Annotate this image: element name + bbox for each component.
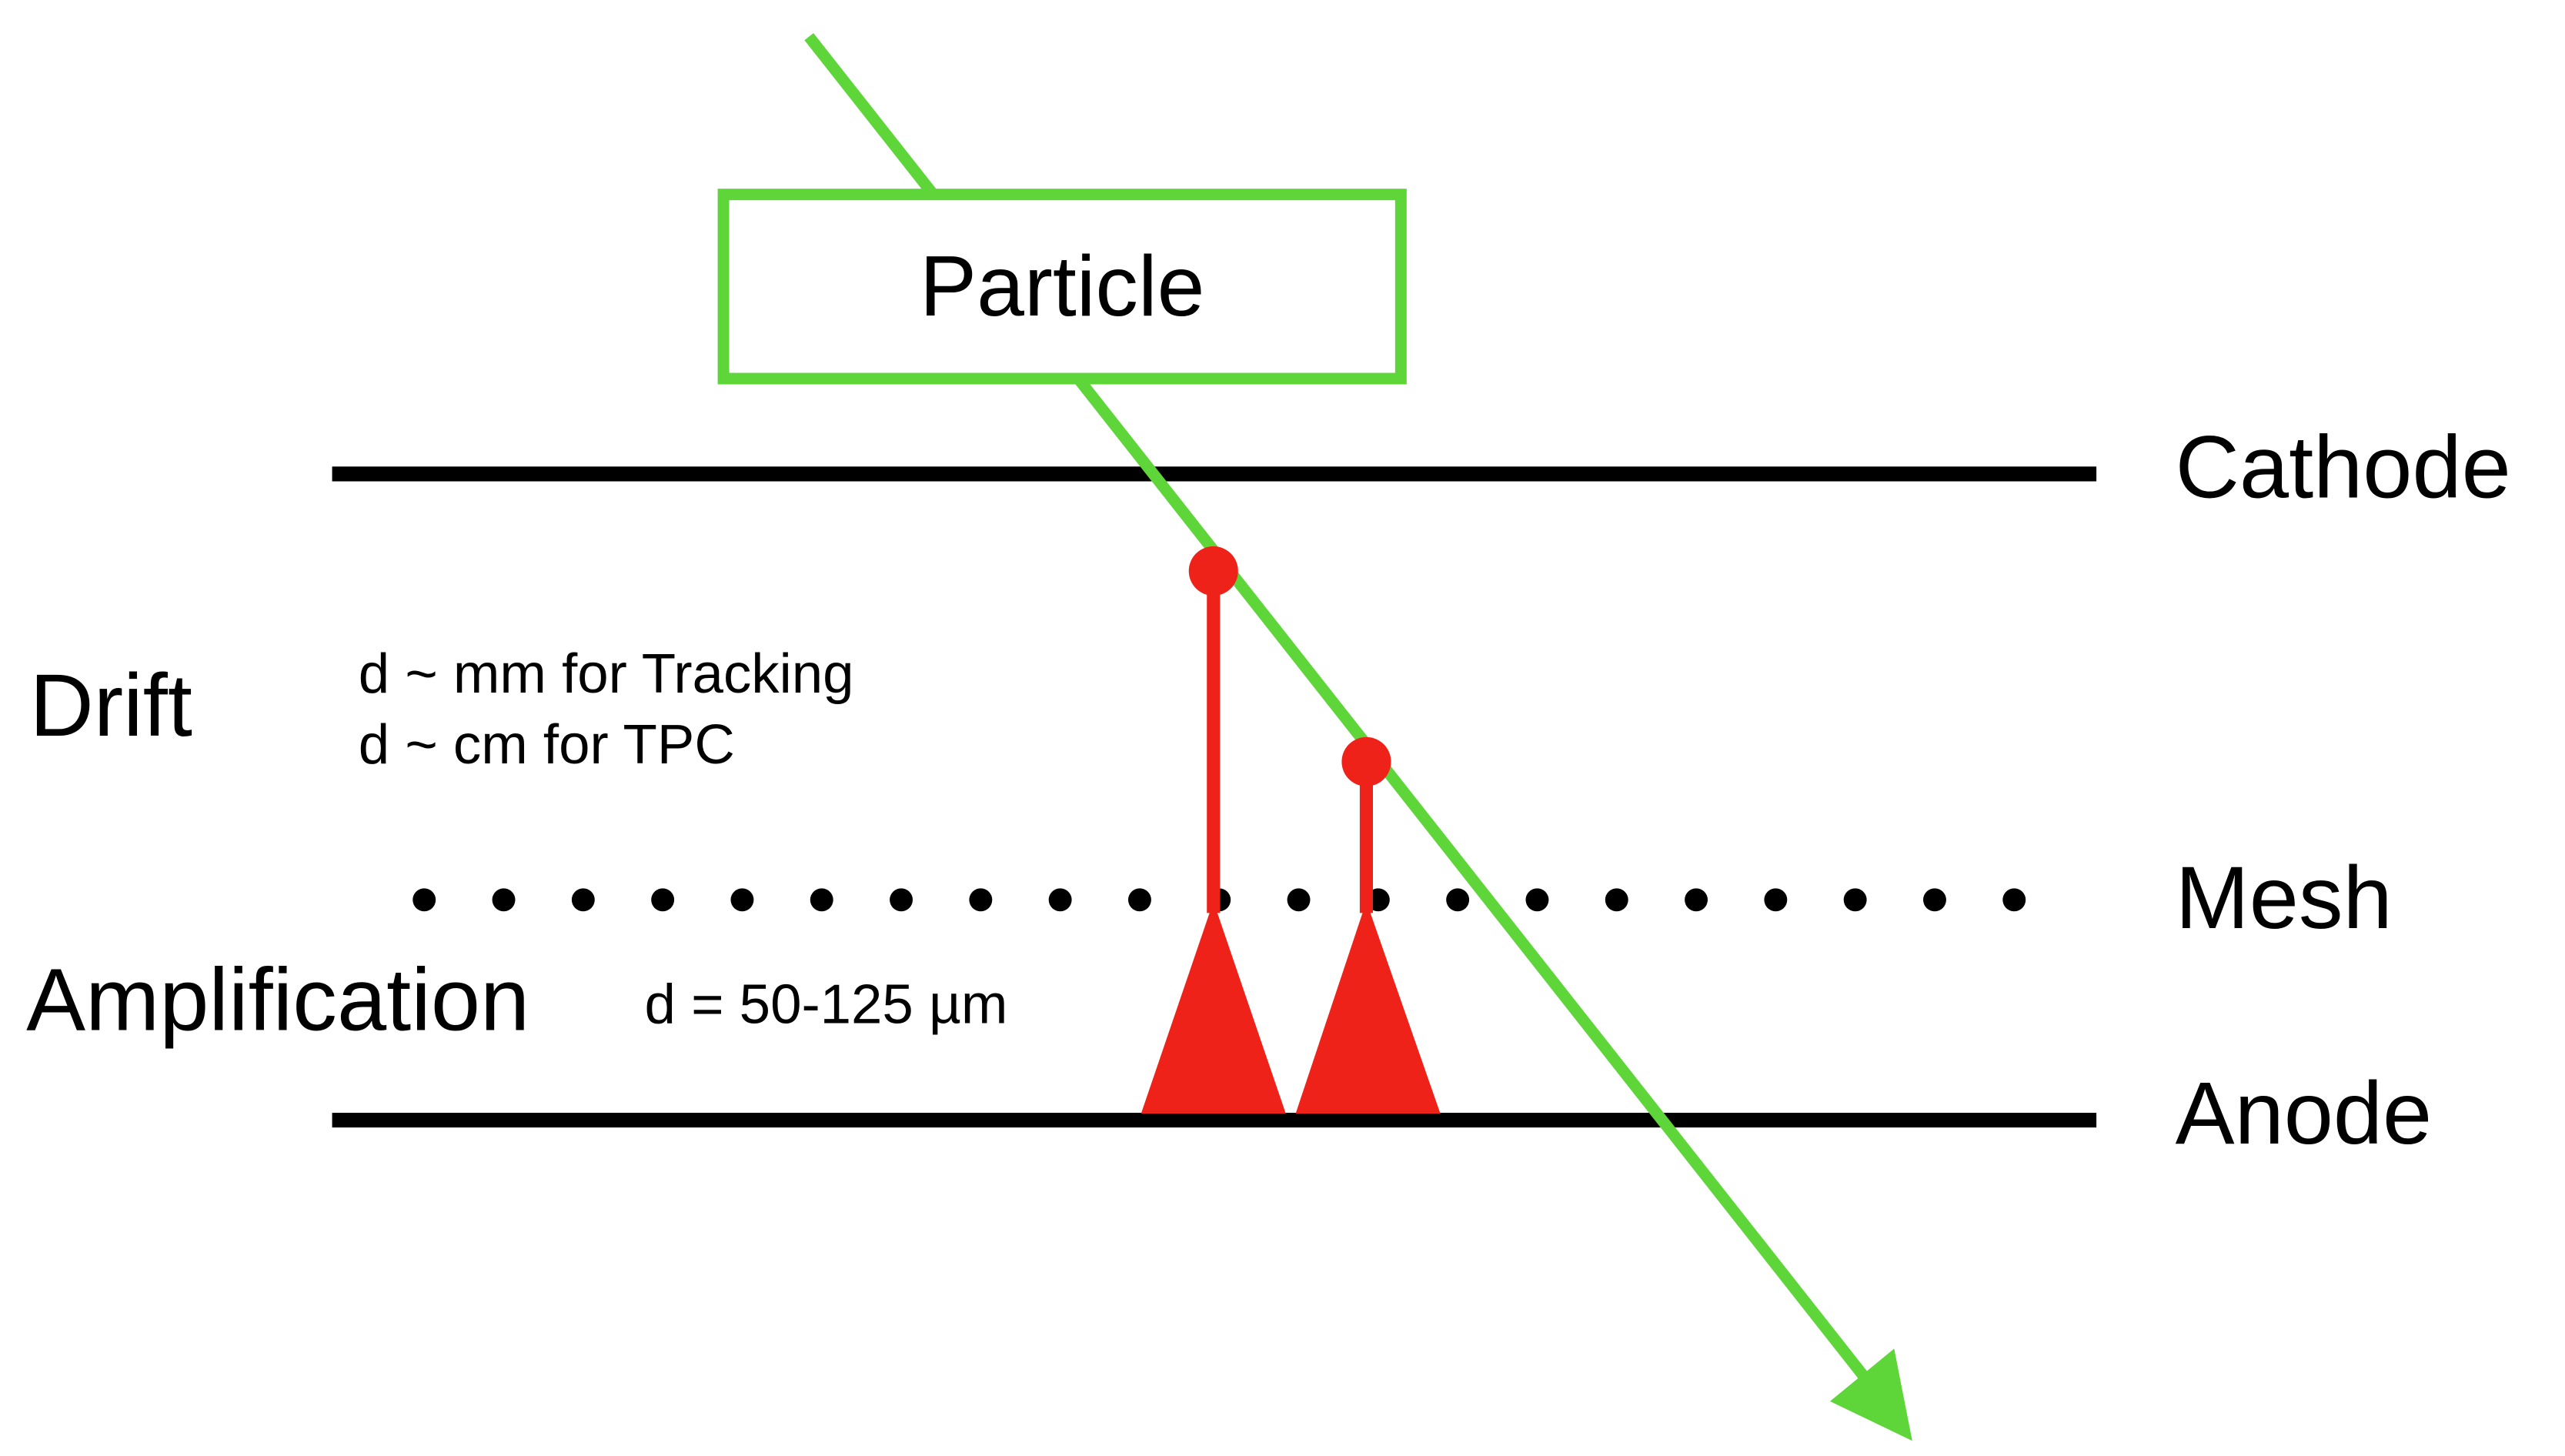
amplification-label: Amplification: [26, 951, 529, 1050]
mesh-dot: [1048, 888, 1072, 912]
mesh-dot: [1287, 888, 1311, 912]
mesh-dot: [492, 888, 516, 912]
mesh-dot: [730, 888, 754, 912]
mesh-dot: [412, 888, 436, 912]
mesh-dot: [1685, 888, 1708, 912]
mesh-dot: [1127, 888, 1151, 912]
particle-label: Particle: [920, 238, 1204, 334]
amplification-note: d = 50-125 µm: [645, 973, 1008, 1035]
particle-box: [717, 189, 1407, 385]
mesh-dot: [1525, 888, 1549, 912]
avalanche: [1141, 901, 1286, 1114]
mesh-label: Mesh: [2176, 849, 2393, 947]
mesh-dot: [1446, 888, 1470, 912]
mesh-dot: [810, 888, 833, 912]
track-arrowhead: [1829, 1348, 1912, 1441]
ionization-electron: [1188, 546, 1238, 596]
mesh-dots: [412, 888, 2026, 912]
mesh-dot: [1843, 888, 1867, 912]
mesh-dot: [1923, 888, 1946, 912]
mesh-dot: [1764, 888, 1788, 912]
cathode-label: Cathode: [2176, 418, 2511, 516]
avalanche: [1295, 901, 1441, 1114]
mesh-dot: [651, 888, 675, 912]
mesh-dot: [890, 888, 913, 912]
anode-label: Anode: [2176, 1064, 2433, 1163]
ionization-electron: [1341, 736, 1391, 786]
drift-note: d ~ mm for Tracking: [359, 643, 854, 705]
mesh-dot: [571, 888, 595, 912]
drift-note: d ~ cm for TPC: [359, 713, 735, 776]
mesh-dot: [969, 888, 993, 912]
mesh-dot: [2002, 888, 2026, 912]
drift-label: Drift: [29, 656, 192, 755]
mesh-dot: [1605, 888, 1628, 912]
